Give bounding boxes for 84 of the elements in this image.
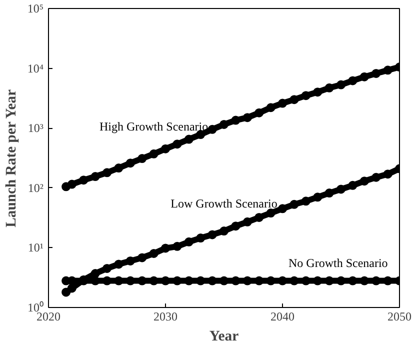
point (231, 116, 240, 125)
point (372, 68, 381, 78)
point (360, 72, 369, 82)
point (324, 188, 334, 198)
x-tick-label: 2040 (270, 310, 294, 324)
point (138, 253, 147, 262)
point (102, 168, 112, 178)
series-label: No Growth Scenario (288, 256, 388, 270)
point (161, 144, 170, 154)
point (372, 172, 381, 182)
point (67, 180, 76, 189)
point (149, 149, 158, 158)
point (220, 226, 228, 236)
series-label: High Growth Scenario (99, 119, 208, 134)
point (290, 95, 299, 104)
point (278, 276, 287, 286)
point (90, 269, 100, 278)
x-tick-label: 2050 (388, 310, 412, 324)
point (220, 120, 228, 129)
point (278, 204, 287, 214)
y-axis-title: Launch Rate per Year (3, 88, 20, 228)
x-axis-title: Year (209, 328, 240, 344)
point (348, 276, 358, 286)
point (79, 176, 88, 185)
point (290, 200, 299, 209)
point (254, 108, 264, 118)
point (336, 276, 346, 286)
point (208, 124, 217, 134)
point (90, 276, 100, 286)
y-tick-label: 10⁴ (27, 61, 44, 76)
point (313, 88, 322, 97)
point (196, 234, 206, 243)
point (114, 260, 124, 269)
x-tick-label: 2020 (36, 310, 60, 324)
point (172, 140, 182, 149)
point (360, 176, 369, 186)
point (266, 103, 276, 112)
point (324, 83, 334, 92)
point (149, 276, 158, 286)
point (102, 264, 112, 273)
point (301, 196, 310, 206)
point (383, 170, 392, 179)
point (126, 158, 135, 168)
point (242, 113, 252, 122)
point (114, 164, 124, 173)
point (138, 154, 147, 164)
point (231, 222, 240, 231)
point (383, 276, 392, 286)
point (126, 256, 135, 266)
y-tick-label: 10⁵ (27, 2, 44, 16)
point (254, 213, 264, 222)
point (114, 276, 124, 286)
point (208, 276, 217, 286)
point (90, 172, 100, 182)
point (172, 242, 182, 251)
point (266, 276, 276, 286)
point (383, 66, 392, 75)
point (208, 230, 217, 240)
point (242, 217, 252, 226)
point (290, 276, 299, 286)
point (266, 208, 276, 218)
point (313, 192, 322, 202)
point (336, 184, 346, 194)
point (102, 276, 112, 286)
point (161, 244, 170, 253)
x-tick-label: 2030 (154, 310, 178, 324)
point (231, 276, 240, 286)
point (184, 134, 194, 144)
y-tick-label: 10² (28, 180, 44, 195)
point (220, 276, 228, 286)
point (301, 91, 310, 100)
y-tick-label: 10¹ (28, 240, 44, 255)
point (67, 284, 76, 293)
point (348, 180, 358, 190)
point (172, 276, 182, 286)
point (348, 76, 358, 86)
series-label: Low Growth Scenario (170, 196, 278, 211)
point (324, 276, 334, 286)
point (161, 276, 170, 286)
point (184, 237, 194, 246)
point (149, 249, 158, 258)
point (336, 80, 346, 90)
y-tick-label: 10³ (28, 121, 44, 136)
point (278, 98, 287, 108)
